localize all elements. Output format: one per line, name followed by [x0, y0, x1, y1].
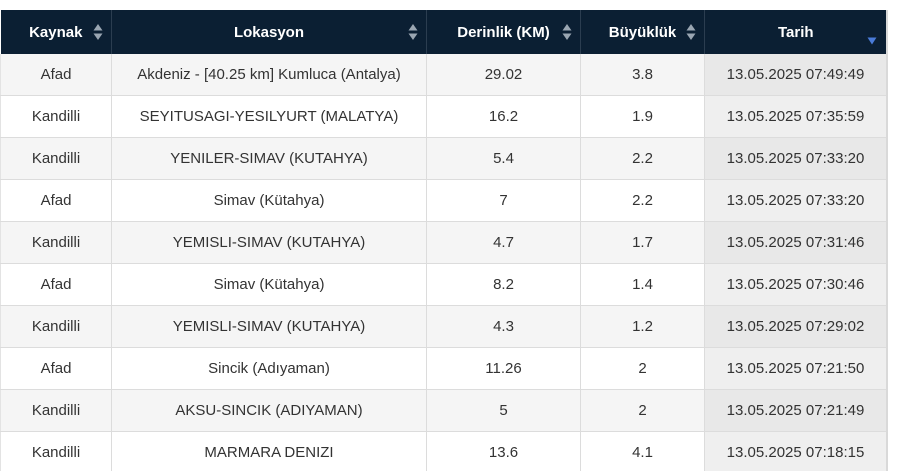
cell-kaynak: Afad: [0, 54, 112, 96]
table-row[interactable]: Kandilli MARMARA DENIZI 13.6 4.1 13.05.2025 …: [0, 431, 886, 471]
cell-buyukluk: 1.2: [580, 305, 705, 348]
column-header-kaynak[interactable]: Kaynak: [0, 10, 112, 54]
table-header: Kaynak Lokasyon Derinlik (KM): [0, 10, 886, 54]
sort-desc-icon[interactable]: [867, 37, 877, 45]
table-row[interactable]: Kandilli YEMISLI-SIMAV (KUTAHYA) 4.3 1.2 13.…: [0, 305, 886, 348]
column-header-lokasyon[interactable]: Lokasyon: [111, 10, 427, 54]
sort-both-icon[interactable]: [93, 22, 103, 42]
table-row[interactable]: Kandilli YENILER-SIMAV (KUTAHYA) 5.4 2.2 13.…: [0, 137, 886, 180]
cell-derinlik: 8.2: [426, 263, 581, 306]
cell-tarih: 13.05.2025 07:18:15: [704, 431, 886, 471]
sort-both-icon[interactable]: [562, 22, 572, 42]
cell-kaynak: Kandilli: [0, 221, 112, 264]
sort-both-icon[interactable]: [408, 22, 418, 42]
cell-derinlik: 29.02: [426, 54, 581, 96]
cell-kaynak: Kandilli: [0, 431, 112, 471]
cell-derinlik: 7: [426, 179, 581, 222]
table-row[interactable]: Kandilli YEMISLI-SIMAV (KUTAHYA) 4.7 1.7 13.…: [0, 221, 886, 264]
cell-lokasyon: AKSU-SINCIK (ADIYAMAN): [111, 389, 427, 432]
cell-kaynak: Kandilli: [0, 389, 112, 432]
cell-lokasyon: Simav (Kütahya): [111, 179, 427, 222]
cell-kaynak: Kandilli: [0, 95, 112, 138]
cell-lokasyon: YENILER-SIMAV (KUTAHYA): [111, 137, 427, 180]
table-row[interactable]: Afad Sincik (Adıyaman) 11.26 2 13.05.2025 07…: [0, 347, 886, 390]
cell-buyukluk: 1.9: [580, 95, 705, 138]
column-header-label: Tarih: [777, 23, 814, 41]
table-row[interactable]: Afad Simav (Kütahya) 7 2.2 13.05.2025 07:33:…: [0, 179, 886, 222]
cell-tarih: 13.05.2025 07:33:20: [704, 179, 886, 222]
cell-tarih: 13.05.2025 07:21:50: [704, 347, 886, 390]
cell-buyukluk: 3.8: [580, 54, 705, 96]
cell-tarih: 13.05.2025 07:35:59: [704, 95, 886, 138]
cell-buyukluk: 2.2: [580, 137, 705, 180]
cell-lokasyon: Simav (Kütahya): [111, 263, 427, 306]
earthquake-table-container: Kaynak Lokasyon Derinlik (KM): [0, 10, 886, 471]
cell-tarih: 13.05.2025 07:33:20: [704, 137, 886, 180]
column-header-tarih[interactable]: Tarih: [704, 10, 886, 54]
table-row[interactable]: Afad Simav (Kütahya) 8.2 1.4 13.05.2025 07:3…: [0, 263, 886, 306]
cell-kaynak: Kandilli: [0, 137, 112, 180]
cell-derinlik: 4.3: [426, 305, 581, 348]
table-row[interactable]: Kandilli SEYITUSAGI-YESILYURT (MALATYA) 16…: [0, 95, 886, 138]
column-header-label: Derinlik (KM): [457, 23, 550, 41]
cell-lokasyon: Sincik (Adıyaman): [111, 347, 427, 390]
cell-buyukluk: 1.7: [580, 221, 705, 264]
cell-tarih: 13.05.2025 07:31:46: [704, 221, 886, 264]
cell-derinlik: 5: [426, 389, 581, 432]
cell-buyukluk: 1.4: [580, 263, 705, 306]
cell-kaynak: Afad: [0, 263, 112, 306]
cell-kaynak: Afad: [0, 347, 112, 390]
cell-lokasyon: YEMISLI-SIMAV (KUTAHYA): [111, 221, 427, 264]
table-body: Afad Akdeniz - [40.25 km] Kumluca (Antaly…: [0, 54, 886, 471]
cell-tarih: 13.05.2025 07:49:49: [704, 54, 886, 96]
cell-kaynak: Kandilli: [0, 305, 112, 348]
cell-derinlik: 4.7: [426, 221, 581, 264]
column-header-label: Lokasyon: [233, 23, 305, 41]
cell-buyukluk: 2.2: [580, 179, 705, 222]
cell-tarih: 13.05.2025 07:29:02: [704, 305, 886, 348]
cell-buyukluk: 4.1: [580, 431, 705, 471]
column-header-derinlik[interactable]: Derinlik (KM): [426, 10, 581, 54]
column-header-label: Kaynak: [29, 23, 83, 41]
sort-both-icon[interactable]: [686, 22, 696, 42]
cell-derinlik: 16.2: [426, 95, 581, 138]
cell-kaynak: Afad: [0, 179, 112, 222]
table-row[interactable]: Kandilli AKSU-SINCIK (ADIYAMAN) 5 2 13.05.20…: [0, 389, 886, 432]
header-row: Kaynak Lokasyon Derinlik (KM): [0, 10, 886, 54]
cell-tarih: 13.05.2025 07:21:49: [704, 389, 886, 432]
cell-derinlik: 13.6: [426, 431, 581, 471]
cell-derinlik: 5.4: [426, 137, 581, 180]
cell-tarih: 13.05.2025 07:30:46: [704, 263, 886, 306]
column-header-buyukluk[interactable]: Büyüklük: [580, 10, 705, 54]
cell-lokasyon: SEYITUSAGI-YESILYURT (MALATYA): [111, 95, 427, 138]
earthquake-table: Kaynak Lokasyon Derinlik (KM): [0, 10, 886, 471]
cell-buyukluk: 2: [580, 389, 705, 432]
table-row[interactable]: Afad Akdeniz - [40.25 km] Kumluca (Antaly…: [0, 54, 886, 96]
cell-derinlik: 11.26: [426, 347, 581, 390]
cell-lokasyon: YEMISLI-SIMAV (KUTAHYA): [111, 305, 427, 348]
scrollbar-edge: [886, 10, 888, 471]
cell-lokasyon: MARMARA DENIZI: [111, 431, 427, 471]
cell-lokasyon: Akdeniz - [40.25 km] Kumluca (Antalya): [111, 54, 427, 96]
column-header-label: Büyüklük: [608, 23, 677, 41]
cell-buyukluk: 2: [580, 347, 705, 390]
